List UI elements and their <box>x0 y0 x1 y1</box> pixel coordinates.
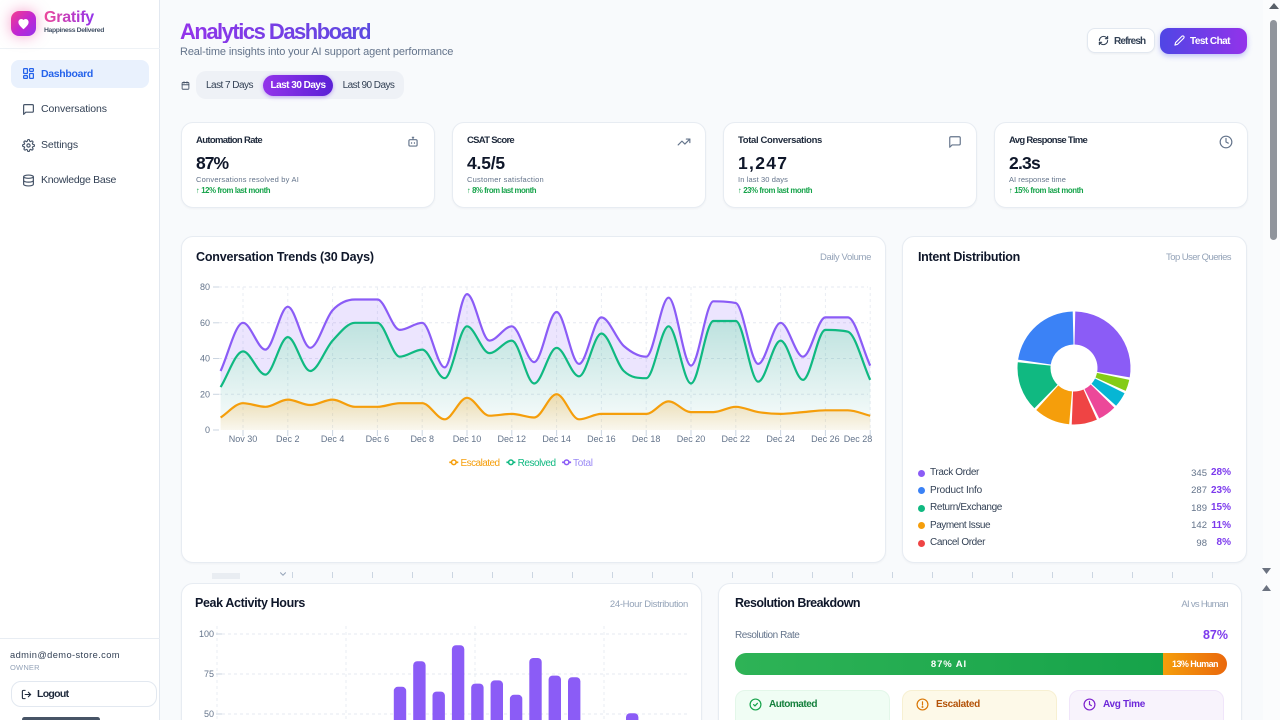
svg-text:20: 20 <box>200 389 210 399</box>
svg-text:100: 100 <box>199 629 214 639</box>
svg-text:Dec 2: Dec 2 <box>276 434 300 444</box>
svg-text:Dec 22: Dec 22 <box>722 434 751 444</box>
svg-text:Dec 10: Dec 10 <box>453 434 482 444</box>
svg-text:Nov 30: Nov 30 <box>229 434 258 444</box>
svg-text:Resolved: Resolved <box>518 458 556 469</box>
svg-text:Dec 8: Dec 8 <box>410 434 434 444</box>
svg-text:60: 60 <box>200 318 210 328</box>
svg-text:Dec 4: Dec 4 <box>321 434 345 444</box>
svg-text:Escalated: Escalated <box>461 458 500 469</box>
svg-text:0: 0 <box>205 425 210 435</box>
svg-text:40: 40 <box>200 354 210 364</box>
svg-text:75: 75 <box>204 669 214 679</box>
svg-text:Dec 28: Dec 28 <box>844 434 873 444</box>
svg-text:50: 50 <box>204 709 214 719</box>
svg-text:Dec 12: Dec 12 <box>498 434 527 444</box>
svg-text:Dec 26: Dec 26 <box>811 434 840 444</box>
svg-text:Dec 6: Dec 6 <box>366 434 390 444</box>
svg-text:Dec 14: Dec 14 <box>542 434 571 444</box>
svg-text:80: 80 <box>200 282 210 292</box>
svg-text:Dec 24: Dec 24 <box>766 434 795 444</box>
svg-text:Dec 16: Dec 16 <box>587 434 616 444</box>
svg-text:Dec 18: Dec 18 <box>632 434 661 444</box>
svg-text:Dec 20: Dec 20 <box>677 434 706 444</box>
svg-text:Total: Total <box>573 458 593 469</box>
